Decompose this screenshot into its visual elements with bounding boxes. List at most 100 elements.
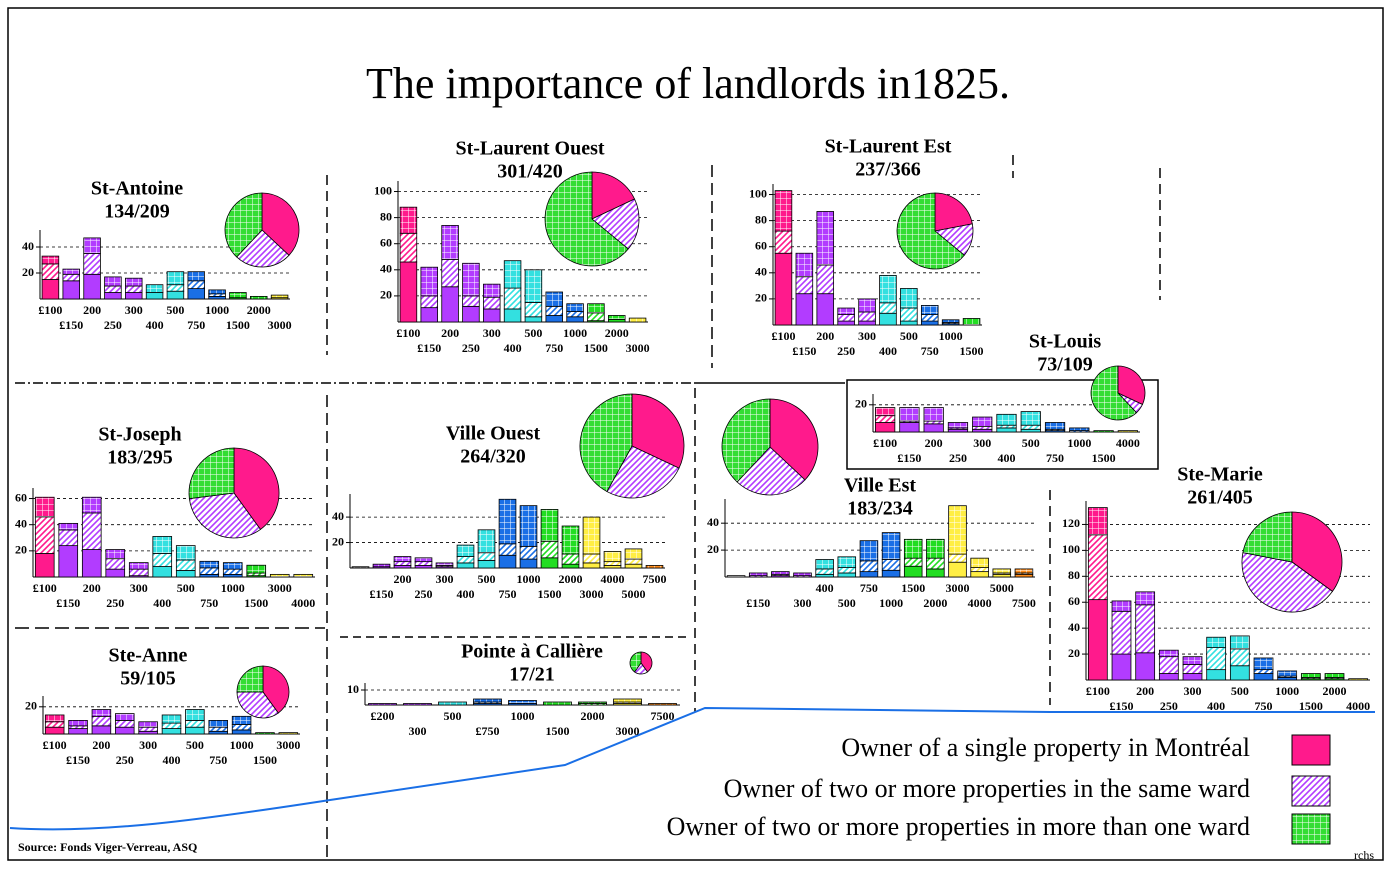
x-tick-label: 200 xyxy=(83,581,101,595)
bar-segment xyxy=(58,545,79,578)
bar-segment xyxy=(972,428,993,433)
bar-segment xyxy=(145,284,164,293)
pie-slice xyxy=(629,651,642,673)
bar-segment xyxy=(774,252,793,326)
bar-segment xyxy=(462,305,480,323)
bar-segment xyxy=(81,549,102,578)
bar-segment xyxy=(923,423,944,433)
x-tick-label: £150 xyxy=(792,344,816,358)
pie-slice xyxy=(1090,365,1138,421)
bar-segment xyxy=(1135,652,1156,681)
bar-segment xyxy=(1229,648,1250,667)
bar-segment xyxy=(44,714,65,723)
bar-segment xyxy=(881,559,901,571)
bar-segment xyxy=(903,565,923,578)
bar-segment xyxy=(128,562,149,570)
bar-segment xyxy=(208,730,228,735)
bar-segment xyxy=(83,253,101,275)
bar-segment xyxy=(41,255,60,265)
y-tick-label: 40 xyxy=(380,262,392,276)
ward-name: St-Antoine xyxy=(91,178,183,200)
bar-segment xyxy=(62,280,80,300)
bar-segment xyxy=(1158,649,1179,658)
x-tick-label: 200 xyxy=(925,436,943,450)
bar-segment xyxy=(1229,635,1250,650)
bar-segment xyxy=(859,571,879,578)
bar-segment xyxy=(1206,647,1227,671)
bar-segment xyxy=(879,275,897,304)
bar-segment xyxy=(1020,424,1041,430)
x-tick-label: 750 xyxy=(860,581,878,595)
bar-segment xyxy=(115,720,135,728)
bar-segment xyxy=(138,726,158,732)
ward-name: Pointe à Callière xyxy=(461,641,603,663)
x-tick-label: 3000 xyxy=(946,581,970,595)
pie-slice xyxy=(896,192,965,270)
bar-segment xyxy=(62,273,80,282)
bar-segment xyxy=(456,562,475,569)
bar-segment xyxy=(208,720,228,728)
bar-segment xyxy=(795,276,814,295)
bar-segment xyxy=(441,225,459,260)
bar-segment xyxy=(858,320,876,326)
ward-name: St-Laurent Est xyxy=(825,136,952,158)
x-tick-label: 500 xyxy=(1231,684,1249,698)
bar-segment xyxy=(269,573,290,578)
bar-segment xyxy=(948,553,967,563)
bar-segment xyxy=(420,266,438,297)
bar-segment xyxy=(587,312,605,322)
x-tick-label: 500 xyxy=(524,326,542,340)
bar-segment xyxy=(414,561,433,566)
x-tick-label: 300 xyxy=(794,596,812,610)
ward-name: St-Joseph xyxy=(98,424,181,446)
bar-segment xyxy=(970,571,989,578)
x-tick-label: 400 xyxy=(163,753,181,767)
x-tick-label: 250 xyxy=(104,318,122,332)
bar-segment xyxy=(540,557,559,569)
x-tick-label: 1500 xyxy=(960,344,984,358)
bar-segment xyxy=(1348,678,1369,681)
bar-segment xyxy=(881,532,901,560)
x-tick-label: 500 xyxy=(900,329,918,343)
x-tick-label: 5000 xyxy=(990,581,1014,595)
ward-name: Ville Ouest xyxy=(446,423,541,445)
y-tick-label: 60 xyxy=(15,490,27,504)
bar-segment xyxy=(566,311,584,318)
pie-slice xyxy=(736,446,806,496)
x-tick-label: 1500 xyxy=(546,724,570,738)
bar-segment xyxy=(462,295,480,307)
bar-segment xyxy=(351,566,370,569)
bar-segment xyxy=(545,315,563,323)
x-tick-label: 300 xyxy=(130,581,148,595)
pie-slice xyxy=(769,398,819,481)
bar-segment xyxy=(222,568,243,575)
bar-segment xyxy=(138,730,158,735)
bar-segment xyxy=(91,715,112,727)
bar-segment xyxy=(899,422,920,433)
bar-segment xyxy=(105,558,126,570)
x-tick-label: 750 xyxy=(209,753,227,767)
bar-segment xyxy=(543,701,572,706)
legend-swatch xyxy=(1291,813,1331,845)
bar-segment xyxy=(229,292,247,299)
bar-segment xyxy=(859,560,879,573)
bar-segment xyxy=(161,722,182,729)
x-tick-label: £150 xyxy=(897,451,921,465)
bar-segment xyxy=(278,732,299,735)
bar-segment xyxy=(483,283,501,298)
ward-ratio: 183/295 xyxy=(107,447,173,469)
bar-segment xyxy=(858,298,876,313)
y-tick-label: 40 xyxy=(1068,620,1080,634)
bar-segment xyxy=(456,556,475,564)
y-tick-label: 20 xyxy=(332,534,344,548)
bar-segment xyxy=(648,703,677,706)
bar-segment xyxy=(175,570,196,578)
bar-segment xyxy=(393,561,412,566)
x-tick-label: 4000 xyxy=(1346,699,1370,713)
x-tick-label: 3000 xyxy=(268,318,292,332)
x-tick-label: 200 xyxy=(1136,684,1154,698)
x-tick-label: £100 xyxy=(33,581,57,595)
y-tick-label: 120 xyxy=(1062,516,1080,530)
